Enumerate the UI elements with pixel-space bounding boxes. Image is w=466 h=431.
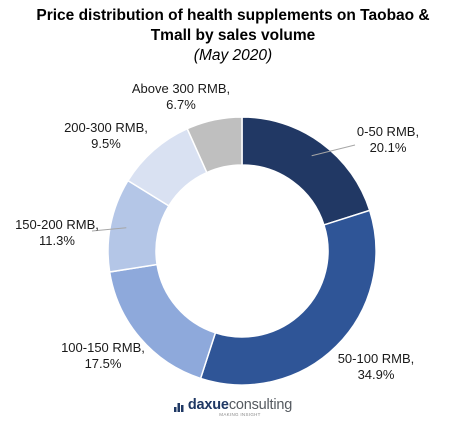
slice-value-label: 11.3% — [39, 233, 75, 248]
slice-50-100-rmb — [199, 209, 377, 386]
brand-logo: daxueconsulting MAKING INSIGHT — [0, 396, 466, 421]
slice-category-label: 0-50 RMB, — [357, 124, 419, 139]
brand-name-part1: daxue — [187, 397, 229, 413]
chart-subtitle: (May 2020) — [193, 47, 273, 64]
slice-label: Above 300 RMB, 6.7% — [132, 81, 230, 112]
brand-logo-inner: daxueconsulting MAKING INSIGHT — [173, 396, 292, 417]
slice-value-label: 9.5% — [91, 136, 121, 151]
slice-category-label: 150-200 RMB, — [15, 217, 99, 232]
slice-label: 100-150 RMB, 17.5% — [61, 340, 145, 371]
slice-label: 150-200 RMB, 11.3% — [15, 217, 99, 248]
leader-line — [91, 227, 127, 232]
slice-label: 0-50 RMB, 20.1% — [357, 124, 419, 155]
chart-title-line-2: Tmall by sales volume — [150, 27, 316, 44]
slice-value-label: 20.1% — [370, 140, 407, 155]
slice-value-label: 34.9% — [358, 367, 395, 382]
chart-title-line-1: Price distribution of health supplements… — [36, 7, 430, 24]
chart-title-block: Price distribution of health supplements… — [0, 6, 466, 65]
slice-value-label: 6.7% — [166, 97, 196, 112]
donut-slices — [107, 116, 377, 386]
leader-line — [311, 144, 356, 157]
slice-category-label: 100-150 RMB, — [61, 340, 145, 355]
bar-chart-icon — [173, 403, 184, 412]
slice-0-50-rmb — [241, 116, 371, 226]
brand-name-part2: consulting — [228, 397, 293, 413]
slice-label: 50-100 RMB, 34.9% — [338, 351, 415, 382]
slice-label: 200-300 RMB, 9.5% — [64, 120, 148, 151]
slice-category-label: 200-300 RMB, — [64, 120, 148, 135]
brand-name: daxueconsulting — [188, 397, 292, 413]
slice-labels: 0-50 RMB, 20.1% 50-100 RMB, 34.9% 100-150 RM… — [15, 81, 419, 382]
slice-category-label: 50-100 RMB, — [338, 351, 415, 366]
leader-lines — [91, 144, 356, 232]
slice-value-label: 17.5% — [85, 356, 122, 371]
slice-category-label: Above 300 RMB, — [132, 81, 230, 96]
slice-above-300-rmb — [186, 116, 243, 174]
brand-tagline: MAKING INSIGHT — [219, 412, 261, 417]
slice-100-150-rmb — [108, 263, 217, 380]
